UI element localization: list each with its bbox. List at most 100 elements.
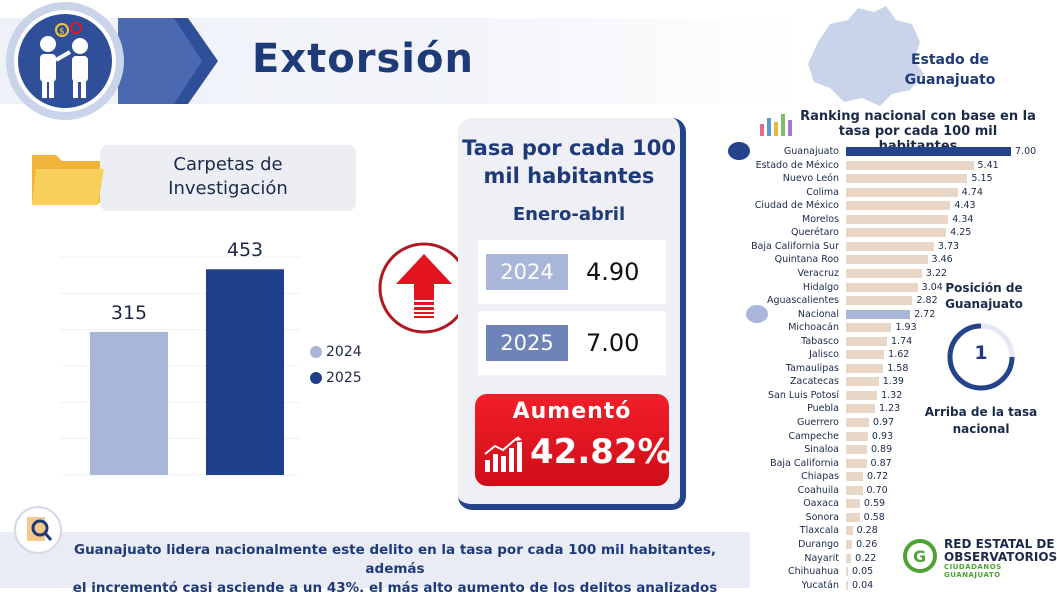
ranking-bar: [846, 485, 863, 495]
ranking-value: 0.72: [866, 471, 889, 483]
tasa-row-2024: 2024 4.90: [478, 240, 666, 304]
ranking-value: 0.28: [856, 525, 878, 537]
page-title: Extorsión: [252, 36, 474, 82]
ranking-state-name: Quintana Roo: [774, 254, 839, 266]
note-text: Guanajuato lidera nacionalmente este del…: [72, 542, 718, 592]
ranking-state-name: Querétaro: [791, 227, 839, 239]
ranking-bar: [846, 282, 918, 292]
ranking-value: 2.82: [916, 295, 938, 307]
ranking-bar: [846, 458, 867, 468]
ranking-row: Estado de México 5.41: [726, 159, 1046, 172]
ranking-state-name: Estado de México: [755, 159, 839, 171]
ranking-value: 5.15: [971, 173, 993, 185]
ranking-bar: [846, 404, 875, 414]
organization-subtitle: CIUDADANOS GUANAJUATO: [944, 563, 1002, 579]
ranking-value: 0.59: [863, 498, 886, 510]
ranking-state-name: Aguascalientes: [766, 295, 839, 307]
ranking-state-name: Tamaulipas: [785, 362, 839, 374]
ranking-state-name: Chihuahua: [787, 566, 839, 578]
ranking-bar: [846, 350, 885, 360]
ranking-row: Morelos 4.34: [726, 213, 1046, 226]
ranking-value: 1.74: [891, 335, 913, 347]
ranking-bar: [846, 567, 848, 577]
ranking-title: Ranking nacional con base en la tasa por…: [800, 109, 1036, 154]
ranking-bar: [846, 147, 1011, 156]
ranking-row: Sonora 0.58: [726, 511, 1046, 524]
ranking-row: Baja California Sur 3.73: [726, 240, 1046, 253]
ranking-bar: [846, 539, 853, 549]
tasa-value-2024: 4.90: [586, 258, 640, 286]
ranking-value: 7.00: [1015, 146, 1037, 157]
ranking-row: Nacional 2.72: [726, 304, 1046, 323]
ranking-row: Zacatecas 1.39: [726, 375, 1046, 388]
ranking-bar: [846, 431, 868, 441]
ranking-state-name: Michoacán: [788, 322, 839, 334]
ranking-bar: [846, 201, 951, 211]
ranking-row: Quintana Roo 3.46: [726, 253, 1046, 266]
ranking-row: Nuevo León 5.15: [726, 172, 1046, 185]
ranking-value: 4.74: [961, 186, 983, 198]
carpetas-box: [100, 145, 356, 211]
folder-icon: [32, 155, 104, 205]
ranking-value: 1.32: [881, 389, 903, 401]
legend-item-2024: 2024: [310, 344, 362, 360]
year-chip-2025: 2025: [486, 325, 568, 361]
ranking-value: 0.97: [872, 417, 895, 428]
bar-2024: [90, 331, 168, 475]
ranking-value: 4.25: [950, 227, 972, 239]
ranking-row: Veracruz 3.22: [726, 267, 1046, 280]
position-circle-icon: [947, 323, 1015, 391]
ranking-row: San Luis Potosí 1.32: [726, 389, 1046, 402]
bar-2025: [206, 269, 284, 475]
ranking-state-name: Campeche: [788, 430, 839, 442]
ranking-row: Aguascalientes 2.82: [726, 294, 1046, 307]
ranking-state-name: Puebla: [807, 403, 839, 415]
ranking-state-name: Morelos: [802, 213, 839, 225]
carpetas-bar-chart: [60, 256, 300, 476]
ranking-state-name: Guanajuato: [783, 146, 839, 157]
ranking-value: 3.73: [937, 240, 960, 252]
ranking-value: 0.26: [856, 538, 878, 550]
ranking-row: Colima 4.74: [726, 186, 1046, 199]
position-label: Posición de Guanajuato: [945, 281, 1023, 311]
ranking-row: Yucatán 0.04: [726, 579, 1046, 592]
aumento-box: [475, 394, 669, 486]
ranking-row: Tabasco 1.74: [726, 335, 1046, 348]
ranking-row: Chihuahua 0.05: [726, 565, 1046, 578]
ranking-row: Guerrero 0.97: [726, 416, 1046, 429]
chart-legend: 2024 2025: [310, 344, 362, 396]
position-number: 1: [974, 342, 988, 364]
tasa-row-2025: 2025 7.00: [478, 311, 666, 375]
ranking-bar: [846, 377, 879, 387]
ranking-bar: [846, 296, 913, 306]
ranking-state-name: Colima: [806, 186, 839, 198]
ranking-bar: [846, 445, 867, 455]
legend-dot-2024: [310, 346, 322, 358]
ranking-value: 5.41: [977, 159, 999, 171]
ranking-row: Nayarit 0.22: [726, 552, 1046, 565]
ranking-state-name: Zacatecas: [790, 376, 839, 388]
ranking-bar: [846, 472, 863, 482]
ranking-value: 0.70: [866, 484, 888, 496]
extortion-icon: $: [14, 10, 116, 112]
nacional-marker-icon: [746, 304, 768, 323]
ranking-bar: [846, 255, 928, 265]
ranking-state-name: Nayarit: [804, 552, 839, 564]
ranking-state-name: Nacional: [797, 308, 839, 320]
ranking-bar: [846, 418, 869, 427]
ranking-value: 0.89: [870, 444, 893, 456]
bar-value-2025: 453: [226, 239, 264, 262]
ranking-value: 0.22: [855, 552, 877, 564]
ranking-value: 0.93: [871, 430, 894, 442]
ranking-bar: [846, 214, 949, 224]
ranking-value: 3.46: [931, 254, 953, 266]
search-document-icon: [14, 506, 62, 554]
ranking-value: 2.72: [914, 308, 936, 320]
ranking-row: Sinaloa 0.89: [726, 443, 1046, 456]
ranking-state-name: Sinaloa: [804, 444, 839, 456]
ranking-state-name: Tlaxcala: [799, 525, 839, 537]
observatorio-logo-icon: G: [903, 539, 937, 573]
ranking-row: Oaxaca 0.59: [726, 497, 1046, 510]
ranking-value: 1.62: [888, 349, 910, 361]
ranking-bar: [846, 309, 911, 319]
